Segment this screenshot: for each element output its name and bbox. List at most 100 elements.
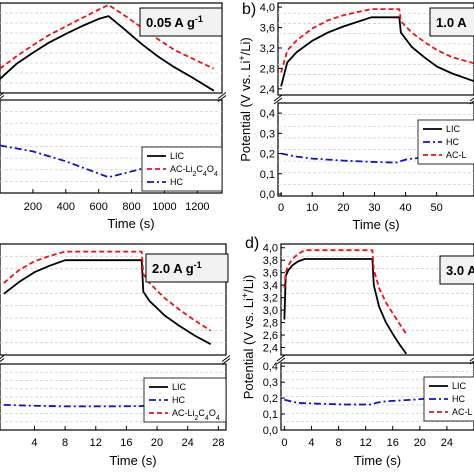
- y-tick-label: 3,2: [263, 293, 278, 305]
- legend-label-text: AC-Li: [170, 164, 193, 174]
- rate-label-unit-exp: -1: [195, 14, 203, 24]
- legend-label-text: HC: [170, 177, 183, 187]
- rate-label-box: [139, 7, 223, 37]
- y-tick-label: 3,6: [263, 268, 278, 280]
- x-tick-label: 10: [306, 202, 318, 214]
- y-tick-label: 3,8: [263, 255, 278, 267]
- legend-formula-part: O: [209, 408, 216, 418]
- x-tick-label: 200: [24, 201, 42, 213]
- rate-label: 1.0 A: [436, 15, 467, 30]
- axis-break-mark: [0, 95, 5, 100]
- legend-label-text: AC-L: [446, 150, 467, 160]
- legend-label: HC: [172, 395, 185, 405]
- x-tick-label: 1200: [185, 201, 209, 213]
- legend-formula-part: 4: [216, 415, 220, 422]
- legend-label-text: LIC: [172, 382, 187, 392]
- rate-label-unit-exp: -1: [194, 260, 202, 270]
- y-tick-label: 0,3: [263, 377, 278, 389]
- legend-formula-part: C: [196, 164, 203, 174]
- legend-label-text: HC: [172, 395, 185, 405]
- y-tick-label: 0,1: [263, 409, 278, 421]
- y-tick-label: 3,0: [263, 305, 278, 317]
- rate-label-value: 3.0 A: [446, 263, 474, 278]
- axis-break-mark: [469, 97, 474, 102]
- legend-label-text: HC: [452, 394, 465, 404]
- series-line-hc: [284, 395, 474, 406]
- y-tick-label: 0,1: [260, 169, 275, 181]
- axis-break-mark: [276, 357, 286, 365]
- rate-label: 3.0 A: [446, 263, 474, 278]
- x-tick-label: 20: [151, 437, 163, 449]
- x-tick-label: 400: [57, 201, 75, 213]
- x-tick-label: 16: [387, 437, 399, 449]
- axis-break-mark: [221, 358, 231, 365]
- y-tick-label: 0,4: [263, 361, 278, 373]
- legend-label-text: AC-Li: [172, 408, 195, 418]
- x-axis-title: Time (s): [107, 216, 154, 231]
- y-axis-title-tail: /Li): [241, 275, 256, 293]
- x-tick-label: 12: [90, 437, 102, 449]
- series-line-lic: [3, 259, 212, 345]
- legend-label: HC: [452, 394, 465, 404]
- rate-label-box: [439, 255, 474, 285]
- x-tick-label: 28: [212, 437, 224, 449]
- legend-label: AC-L: [446, 150, 467, 160]
- legend-label-text: AC-L: [452, 407, 473, 417]
- rate-label-value: 0.05 A g: [146, 15, 195, 30]
- legend-label: LIC: [170, 151, 185, 161]
- legend-label: HC: [170, 177, 183, 187]
- y-tick-label: 2,8: [263, 318, 278, 330]
- x-tick-label: 20: [337, 202, 349, 214]
- series-line-lic: [280, 16, 474, 87]
- y-tick-label: 0,2: [263, 393, 278, 405]
- legend-label: AC-Li2C4O4: [170, 164, 218, 178]
- legend-label: HC: [446, 137, 459, 147]
- legend-formula-part: 4: [205, 415, 209, 422]
- axis-break-mark: [469, 357, 474, 362]
- axis-break-mark: [273, 94, 283, 102]
- axis-break-mark: [276, 354, 286, 362]
- legend-formula-part: O: [207, 164, 214, 174]
- panel-letter: b): [242, 1, 256, 18]
- x-tick-label: 8: [62, 437, 68, 449]
- x-tick-label: 4: [308, 437, 314, 449]
- axis-break-mark: [273, 97, 283, 105]
- x-tick-label: 24: [182, 437, 194, 449]
- y-axis-title-sup: +: [237, 55, 247, 60]
- rate-label: 0.05 A g-1: [146, 14, 203, 30]
- y-tick-label: 0,0: [263, 425, 278, 437]
- legend-label: AC-Li2C4O4: [172, 408, 220, 422]
- y-tick-label: 0,2: [260, 149, 275, 161]
- x-axis-title: Time (s): [109, 453, 156, 468]
- rate-label-box: [429, 7, 474, 37]
- x-tick-label: 30: [368, 202, 380, 214]
- y-tick-label: 3,2: [260, 43, 275, 55]
- series-line-lic: [0, 15, 215, 92]
- rate-label: 2.0 A g-1: [152, 260, 202, 276]
- legend-formula-part: 4: [214, 171, 218, 178]
- panel-a: 200 400 600 800 1000 1200 Time (s) 0.05 A g-1 LI…: [0, 2, 227, 231]
- series-line-ac: [0, 4, 215, 70]
- panel-d: 0 4 8 12 16 20 24 Time (s) 4,03,83,63,43,23,02,8…: [240, 235, 474, 468]
- x-tick-label: 0: [281, 437, 287, 449]
- y-tick-label: 2,4: [263, 343, 278, 355]
- legend-label-text: LIC: [170, 151, 185, 161]
- y-axis-title-tail: /Li): [238, 37, 253, 55]
- x-tick-label: 8: [335, 437, 341, 449]
- legend-formula-part: 2: [193, 171, 197, 178]
- series-line-ac: [3, 250, 212, 332]
- legend-label: AC-L: [452, 407, 473, 417]
- legend-formula-part: 2: [195, 415, 199, 422]
- axis-break-mark: [217, 92, 227, 99]
- axis-break-mark: [0, 358, 5, 363]
- y-tick-label: 0,0: [260, 189, 275, 201]
- y-axis-title: Potential (V vs. Li+/Li): [240, 275, 256, 399]
- y-axis-title: Potential (V vs. Li+/Li): [237, 37, 253, 161]
- x-tick-label: 4: [31, 437, 37, 449]
- x-tick-label: 1000: [152, 201, 176, 213]
- legend-label-text: LIC: [446, 124, 461, 134]
- legend-formula-part: 4: [203, 171, 207, 178]
- y-tick-label: 0,3: [260, 128, 275, 140]
- x-axis-title: Time (s): [352, 217, 399, 232]
